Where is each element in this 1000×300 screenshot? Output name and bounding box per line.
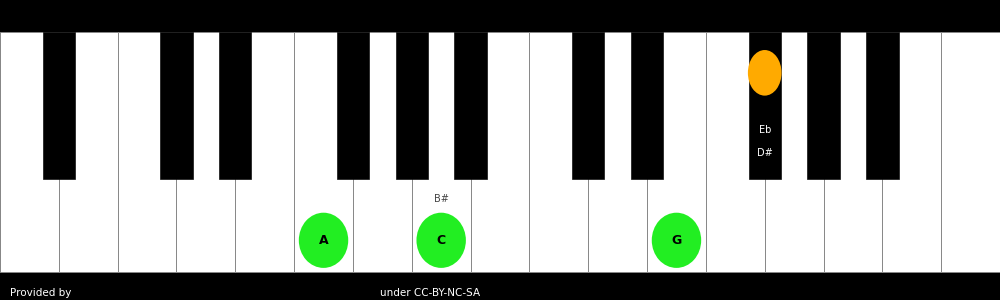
Bar [353,32,412,272]
Bar [219,32,251,179]
Text: G: G [671,234,682,247]
Text: Provided by: Provided by [10,287,71,298]
Bar [337,32,369,179]
Ellipse shape [652,213,701,268]
Bar [471,32,529,272]
Bar [176,32,235,272]
Bar [396,32,428,179]
Bar [294,32,353,272]
Bar [0,273,1000,300]
Text: D#: D# [757,148,773,158]
Bar [412,32,471,272]
Text: Eb: Eb [759,125,771,135]
Bar [118,32,176,272]
Bar [807,32,840,179]
Bar [43,32,75,179]
Bar [647,32,706,272]
Bar [588,32,647,272]
Bar [454,32,487,179]
Bar [0,32,59,272]
Bar [882,32,941,272]
Ellipse shape [748,50,782,96]
Bar [941,32,1000,272]
Bar [59,32,118,272]
Ellipse shape [416,213,466,268]
Bar [235,32,294,272]
Bar [529,32,588,272]
Ellipse shape [299,213,348,268]
Text: B#: B# [434,194,449,205]
Bar [749,32,781,179]
Bar [706,32,765,272]
Bar [631,32,663,179]
Text: A: A [319,234,328,247]
Text: under CC-BY-NC-SA: under CC-BY-NC-SA [380,287,480,298]
Text: C: C [437,234,446,247]
Bar [160,32,193,179]
Bar [572,32,604,179]
Bar [824,32,882,272]
Bar [765,32,824,272]
Bar [866,32,899,179]
